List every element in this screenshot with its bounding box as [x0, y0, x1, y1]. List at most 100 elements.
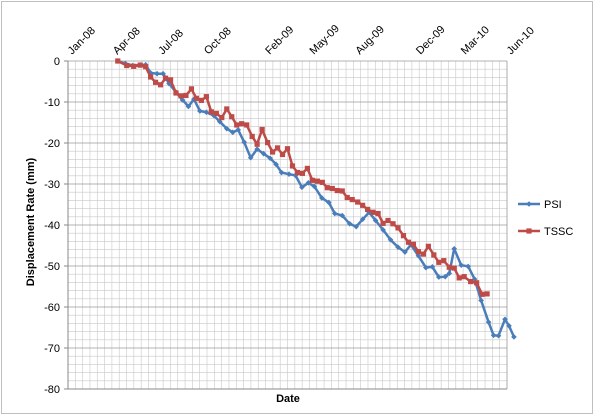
data-point-tssc [229, 114, 235, 120]
data-point-psi [353, 223, 359, 230]
legend-marker-psi [526, 201, 532, 207]
data-point-tssc [219, 114, 225, 121]
data-point-tssc [188, 86, 195, 92]
series-lines [114, 58, 517, 340]
data-point-psi [429, 264, 436, 270]
data-point-psi [299, 184, 305, 191]
data-point-tssc [451, 265, 457, 271]
data-point-tssc [239, 121, 245, 127]
data-point-psi [260, 150, 267, 157]
x-tick-label: Jul-08 [156, 27, 186, 57]
data-point-tssc [143, 64, 149, 70]
data-point-psi [235, 127, 242, 133]
data-point-tssc [249, 133, 255, 140]
data-point-tssc [131, 63, 137, 69]
data-point-psi [292, 172, 299, 179]
data-point-psi [442, 273, 449, 280]
x-axis-title: Date [276, 393, 300, 405]
legend-marker-tssc [526, 228, 532, 234]
data-point-psi [179, 97, 186, 103]
data-point-tssc [436, 259, 442, 265]
data-point-tssc [456, 275, 462, 281]
data-point-tssc [375, 210, 381, 217]
data-point-psi [278, 169, 285, 176]
data-point-psi [286, 171, 292, 177]
data-point-psi [372, 217, 379, 224]
y-axis-title: Displacement Rate (mm) [25, 157, 37, 286]
data-point-tssc [153, 79, 159, 85]
data-point-psi [415, 252, 422, 259]
data-point-tssc [148, 74, 154, 80]
data-point-psi [471, 276, 478, 282]
x-tick-label: Apr-08 [111, 25, 143, 57]
legend: PSI TSSC [518, 199, 573, 238]
data-point-tssc [410, 241, 417, 247]
data-point-tssc [415, 249, 422, 255]
data-point-psi [267, 155, 273, 161]
data-point-tssc [167, 77, 174, 83]
data-point-tssc [329, 185, 335, 192]
data-point-tssc [173, 90, 179, 96]
data-point-psi [311, 183, 318, 190]
data-point-tssc [314, 178, 320, 184]
data-point-tssc [441, 258, 447, 264]
data-point-psi [458, 262, 465, 268]
data-point-tssc [124, 62, 130, 69]
y-tick-label: 0 [54, 56, 60, 68]
data-point-tssc [115, 58, 121, 64]
data-point-tssc [344, 194, 350, 201]
data-point-tssc [264, 139, 271, 146]
data-point-psi [339, 212, 346, 219]
data-point-tssc [474, 280, 480, 286]
data-point-tssc [479, 291, 485, 297]
data-point-psi [305, 179, 312, 186]
data-point-tssc [183, 92, 189, 99]
chart-frame: 0 -10 -20 -30 -40 -50 -60 -70 -80 Jan-08 Apr-08 Ju… [1, 1, 593, 414]
data-point-tssc [324, 185, 330, 191]
x-tick-label: Jan-08 [66, 25, 98, 57]
data-point-tssc [385, 217, 391, 224]
data-point-tssc [365, 206, 371, 213]
x-tick-label: May-09 [308, 23, 342, 57]
data-point-psi [197, 108, 203, 114]
data-point-psi [229, 129, 236, 136]
data-point-psi [273, 161, 279, 168]
x-tick-labels: Jan-08 Apr-08 Jul-08 Oct-08 Feb-09 May-09 Aug-… [66, 23, 537, 57]
data-point-tssc [269, 149, 276, 155]
data-point-tssc [162, 75, 169, 81]
data-point-tssc [420, 251, 426, 257]
x-tick-label: Aug-09 [353, 24, 387, 58]
data-point-psi [465, 263, 471, 270]
data-point-psi [423, 264, 429, 271]
data-point-psi [490, 332, 497, 339]
data-point-tssc [213, 110, 219, 117]
data-point-tssc [224, 106, 230, 112]
data-point-tssc [294, 169, 301, 176]
data-point-psi [147, 70, 154, 76]
data-point-tssc [390, 221, 396, 227]
data-point-tssc [274, 145, 281, 151]
data-point-psi [254, 146, 260, 152]
data-point-psi [154, 70, 160, 77]
data-point-tssc [289, 163, 296, 169]
data-point-tssc [370, 209, 376, 215]
data-point-psi [223, 125, 230, 132]
data-point-psi [502, 316, 508, 323]
data-point-psi [446, 270, 453, 277]
data-point-tssc [334, 187, 340, 194]
data-point-tssc [395, 225, 401, 231]
data-point-psi [402, 249, 408, 255]
line-chart: 0 -10 -20 -30 -40 -50 -60 -70 -80 Jan-08 Apr-08 Ju… [25, 23, 573, 405]
data-point-psi [495, 332, 502, 339]
data-point-psi [326, 199, 332, 206]
data-point-tssc [304, 165, 311, 172]
y-tick-label: -50 [44, 261, 60, 273]
data-point-psi [331, 210, 338, 217]
data-point-tssc [339, 188, 345, 194]
data-point-psi [203, 109, 210, 116]
y-tick-label: -80 [44, 384, 60, 396]
data-point-psi [160, 70, 166, 77]
data-point-psi [485, 319, 492, 325]
data-point-psi [319, 195, 325, 201]
data-point-tssc [425, 243, 431, 249]
